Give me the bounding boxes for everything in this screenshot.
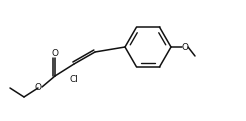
Text: O: O [182,42,188,52]
Text: O: O [34,83,42,92]
Text: Cl: Cl [70,75,78,83]
Text: O: O [51,49,59,57]
